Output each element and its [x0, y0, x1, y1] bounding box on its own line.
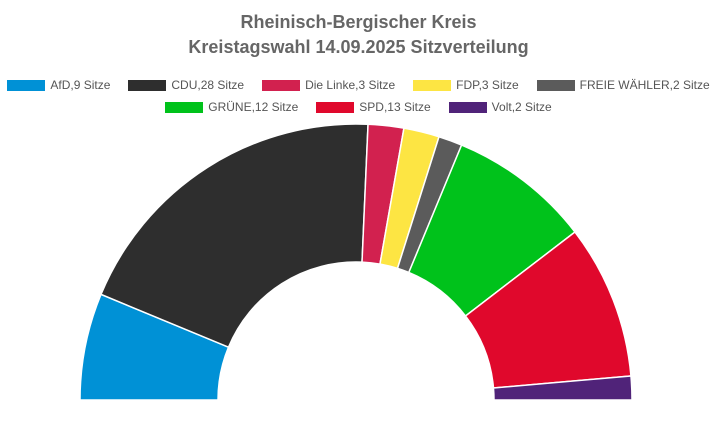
legend-swatch: [413, 79, 452, 91]
legend-item-spd[interactable]: SPD,13 Sitze: [316, 100, 431, 114]
legend-item-freie-waehler[interactable]: FREIE WÄHLER,2 Sitze: [536, 78, 710, 92]
legend-item-volt[interactable]: Volt,2 Sitze: [448, 100, 552, 114]
chart-title: Rheinisch-Bergischer Kreis: [240, 12, 477, 32]
legend-swatch: [165, 101, 204, 113]
legend-item-cdu[interactable]: CDU,28 Sitze: [128, 78, 244, 92]
legend-item-afd[interactable]: AfD,9 Sitze: [7, 78, 110, 92]
legend-label: FDP,3 Sitze: [456, 78, 519, 92]
legend-swatch: [536, 79, 575, 91]
legend-label: GRÜNE,12 Sitze: [208, 100, 299, 114]
legend-label: Die Linke,3 Sitze: [305, 78, 396, 92]
arc-segment-cdu[interactable]: [100, 123, 369, 349]
legend-row-2: GRÜNE,12 Sitze SPD,13 Sitze Volt,2 Sitze: [0, 100, 717, 114]
arc-segment-volt[interactable]: [492, 375, 633, 401]
legend-label: FREIE WÄHLER,2 Sitze: [579, 78, 710, 92]
legend-label: SPD,13 Sitze: [359, 100, 431, 114]
legend-swatch: [128, 79, 167, 91]
legend-swatch: [316, 101, 355, 113]
legend-label: Volt,2 Sitze: [491, 100, 552, 114]
chart-subtitle: Kreistagswahl 14.09.2025 Sitzverteilung: [188, 37, 529, 57]
legend-row-1: AfD,9 Sitze CDU,28 Sitze Die Linke,3 Sitze…: [0, 78, 717, 92]
legend-swatch: [7, 79, 46, 91]
legend-item-fdp[interactable]: FDP,3 Sitze: [413, 78, 519, 92]
legend-label: AfD,9 Sitze: [50, 78, 111, 92]
legend-item-die-linke[interactable]: Die Linke,3 Sitze: [262, 78, 395, 92]
legend-swatch: [262, 79, 301, 91]
legend-swatch: [448, 101, 487, 113]
legend-item-gruene[interactable]: GRÜNE,12 Sitze: [165, 100, 298, 114]
legend-label: CDU,28 Sitze: [171, 78, 245, 92]
